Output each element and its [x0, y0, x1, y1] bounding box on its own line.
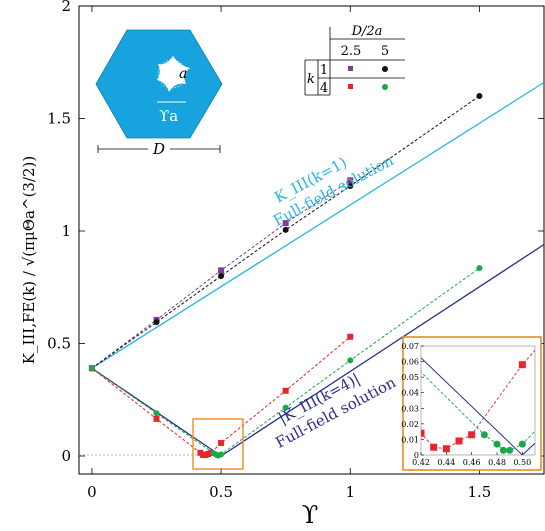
legend-table: D/2a 2.5 5 k 1 4 — [304, 24, 405, 96]
table-col-5: 5 — [381, 44, 389, 59]
data-point-circle — [153, 410, 160, 417]
hole-circle-dashed — [157, 59, 187, 89]
inset-full-field-line — [421, 357, 535, 455]
full-field-line — [91, 81, 545, 369]
data-point-square — [153, 415, 160, 422]
table-header-D2a: D/2a — [351, 24, 383, 39]
data-point-circle — [218, 273, 225, 279]
inset-y-tick-label: 0.04 — [401, 389, 419, 398]
y-tick-label: 0 — [61, 447, 71, 465]
inset-x-tick-label: 0.48 — [488, 458, 506, 467]
D-label-bg — [148, 141, 170, 157]
plot-frame — [78, 5, 545, 475]
data-point-circle — [347, 183, 354, 189]
y-tick-label: 2 — [61, 0, 71, 15]
inset-data-point-square — [430, 443, 438, 451]
data-point-circle — [476, 93, 483, 99]
y-tick-label: 1 — [61, 222, 71, 240]
x-tick-label: 1.5 — [467, 483, 491, 501]
legend-marker-red-square — [348, 84, 353, 89]
inset-series-line — [421, 349, 535, 450]
data-point-square — [218, 439, 225, 446]
inset-y-tick-label: 0.05 — [401, 373, 419, 382]
data-point-circle — [218, 451, 225, 458]
inset-clip-group — [421, 349, 535, 455]
hexagon-shape — [95, 29, 223, 139]
inset-data-point-square — [518, 361, 526, 369]
inset-y-tick-label: 0.02 — [401, 420, 419, 429]
data-point-square — [347, 177, 354, 184]
data-point-circle — [282, 404, 289, 411]
y-axis-label: K_III,FE(k) / √(πμΘa^(3/2)) — [20, 156, 38, 365]
inset-x-tick-label: 0.46 — [463, 458, 481, 467]
y-tick-label: 0.5 — [47, 335, 71, 353]
inset-data-point-square — [455, 437, 463, 445]
inset-y-tick-label: 0 — [414, 451, 419, 460]
inset-data-point-square — [442, 445, 450, 453]
data-point-square — [347, 333, 354, 340]
inset-data-point-circle — [518, 440, 526, 448]
table-row-4: 4 — [320, 81, 328, 96]
zoom-region-box — [192, 418, 244, 470]
inset-data-point-square — [421, 429, 425, 437]
series-line — [91, 267, 480, 456]
series-line — [91, 336, 351, 456]
inset-data-point-circle — [493, 440, 501, 448]
x-tick-label: 0 — [87, 483, 97, 501]
table-row-1: 1 — [320, 63, 328, 78]
data-point-circle — [153, 319, 160, 326]
inset-frame — [420, 345, 536, 456]
inset-data-point-circle — [480, 431, 488, 439]
data-point-circle — [88, 365, 95, 372]
table-col-2-5: 2.5 — [341, 44, 362, 59]
series-line — [91, 95, 480, 369]
legend-marker-green-circle — [382, 84, 388, 90]
data-point-square — [282, 220, 289, 227]
x-tick-label: 0.5 — [209, 483, 233, 501]
schematic-label-D: D — [152, 140, 165, 158]
data-point-square — [282, 387, 289, 394]
inset-y-tick-label: 0.06 — [401, 358, 419, 367]
inset-y-tick-label: 0.07 — [401, 342, 419, 351]
inset-data-point-circle — [506, 446, 514, 454]
y-tick-label: 1.5 — [47, 110, 71, 128]
inset-y-tick-label: 0.03 — [401, 404, 419, 413]
inset-data-point-square — [468, 431, 476, 439]
schematic-label-a: a — [179, 66, 187, 82]
inset-x-tick-label: 0.42 — [412, 458, 430, 467]
inset-x-tick-label: 0.50 — [513, 458, 531, 467]
inset-border — [402, 336, 542, 471]
legend-marker-black-circle — [382, 66, 388, 72]
hexagon-schematic: a ϒa D — [95, 29, 223, 158]
inset-y-tick-label: 0.01 — [401, 435, 419, 444]
data-point-circle — [476, 265, 483, 272]
data-point-square — [218, 267, 225, 274]
inset-data-point-circle — [499, 446, 507, 454]
star-hole-shape — [157, 56, 190, 92]
inset-x-tick-label: 0.44 — [437, 458, 455, 467]
data-point-circle — [282, 226, 289, 233]
x-axis-label: ϒ — [302, 501, 318, 529]
x-tick-label: 1 — [345, 483, 355, 501]
legend-marker-purple-square — [348, 66, 353, 71]
schematic-label-gamma-a: ϒa — [159, 107, 178, 125]
table-row-label-k: k — [307, 72, 315, 87]
data-point-circle — [347, 357, 354, 364]
